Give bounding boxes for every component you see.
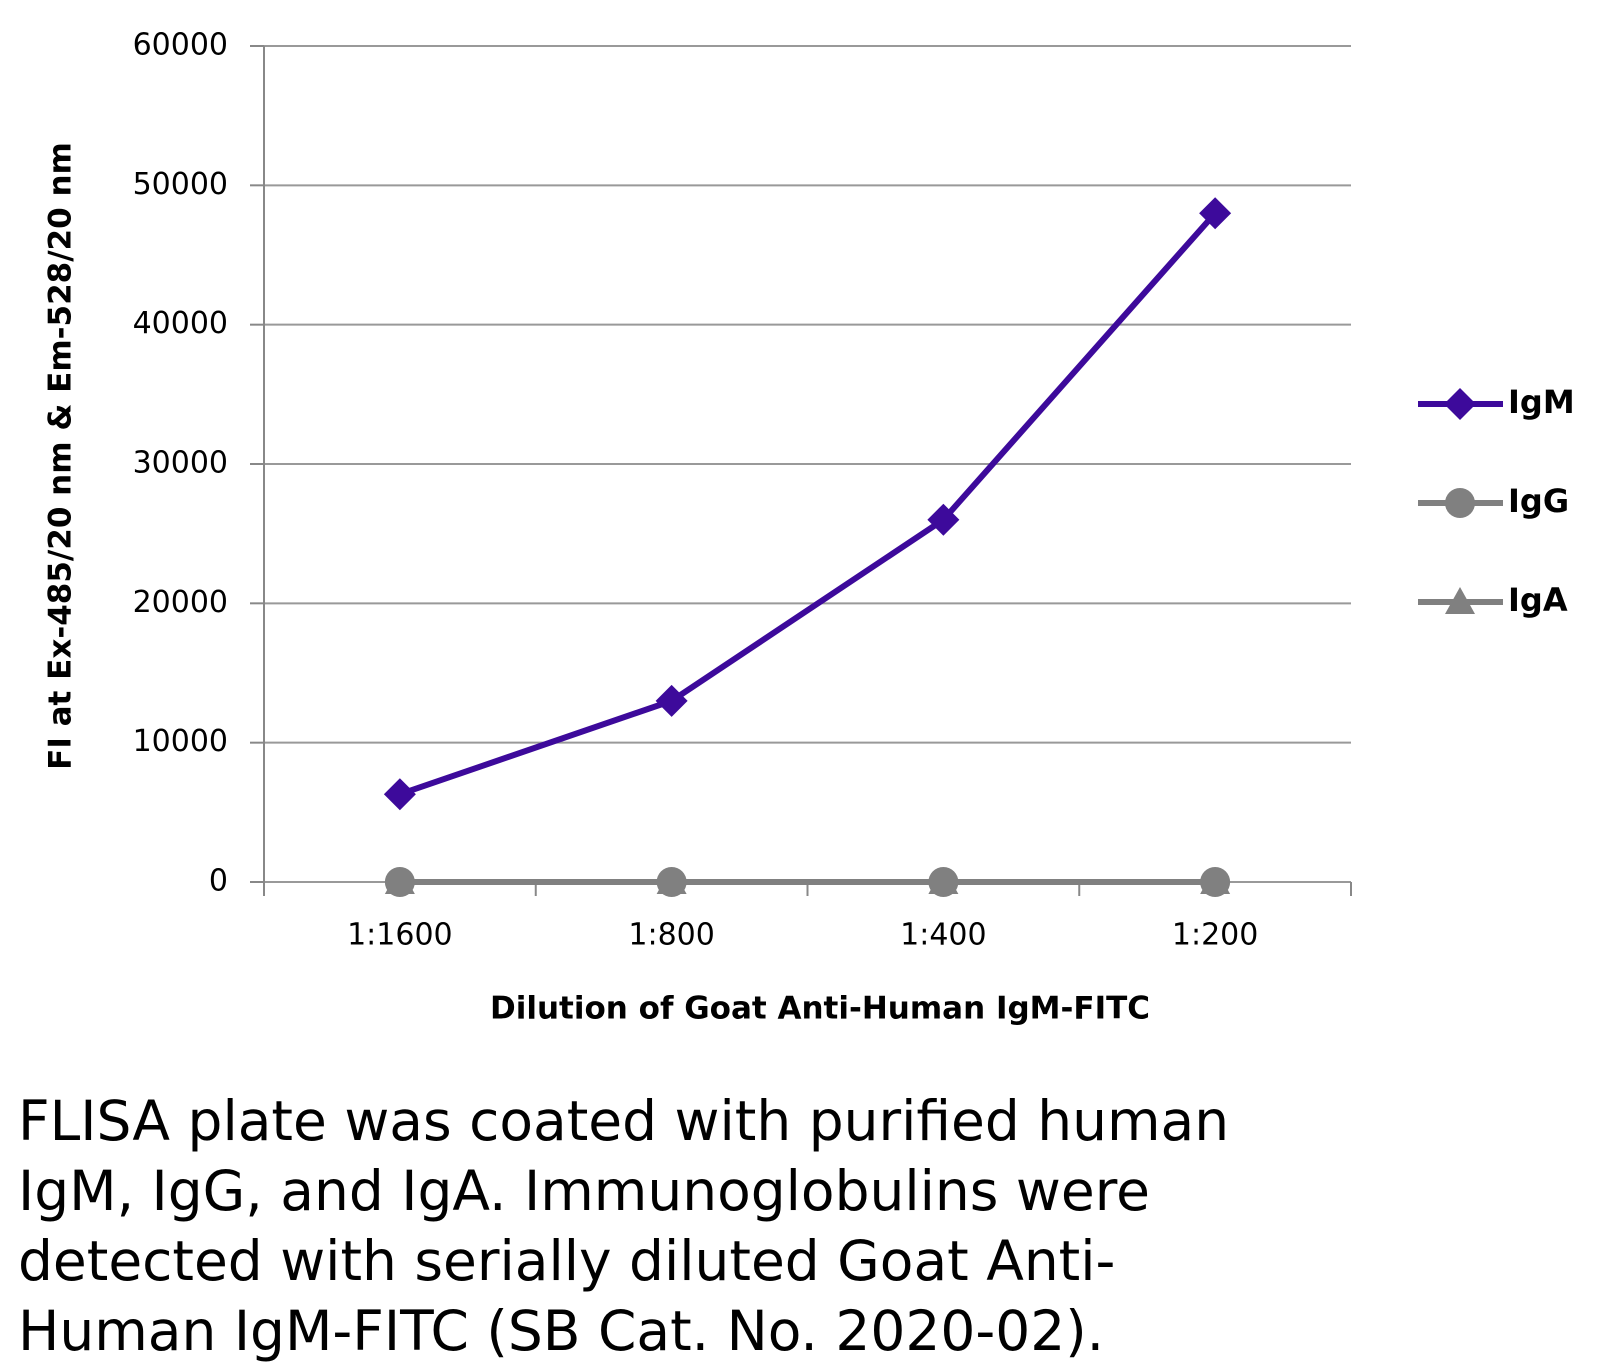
series-line — [398, 211, 1218, 798]
y-tick-label: 50000 — [133, 167, 228, 202]
y-tick-label: 60000 — [133, 28, 228, 63]
y-tick-label: 0 — [209, 864, 228, 899]
data-point — [1200, 867, 1231, 897]
legend-label: IgM — [1508, 383, 1575, 421]
data-point — [927, 503, 960, 536]
y-tick-label: 40000 — [133, 306, 228, 341]
legend-marker — [1445, 587, 1475, 614]
x-tick-label: 1:400 — [900, 918, 986, 953]
data-point — [655, 684, 688, 717]
y-tick-label: 20000 — [133, 585, 228, 620]
data-point — [1199, 197, 1232, 230]
caption-line: FLISA plate was coated with purified hum… — [18, 1089, 1229, 1153]
data-point — [383, 778, 416, 811]
data-point — [384, 867, 415, 897]
x-tick-label: 1:1600 — [347, 918, 453, 953]
caption-line: detected with serially diluted Goat Anti… — [18, 1229, 1115, 1293]
y-axis-label: FI at Ex-485/20 nm & Em-528/20 nm — [43, 142, 79, 770]
x-axis-label: Dilution of Goat Anti-Human IgM-FITC — [490, 991, 1150, 1027]
caption-line: Human IgM-FITC (SB Cat. No. 2020-02). — [18, 1299, 1104, 1362]
x-tick-label: 1:200 — [1172, 918, 1258, 953]
legend-marker — [1445, 488, 1475, 518]
x-tick-label: 1:800 — [628, 918, 714, 953]
y-tick-label: 30000 — [133, 446, 228, 481]
caption-line: IgM, IgG, and IgA. Immunoglobulins were — [18, 1159, 1150, 1223]
y-tick-label: 10000 — [133, 724, 228, 759]
legend-label: IgA — [1508, 581, 1568, 619]
legend-label: IgG — [1508, 482, 1569, 520]
legend-marker — [1444, 388, 1476, 420]
data-point — [656, 867, 687, 897]
data-point — [928, 867, 959, 897]
